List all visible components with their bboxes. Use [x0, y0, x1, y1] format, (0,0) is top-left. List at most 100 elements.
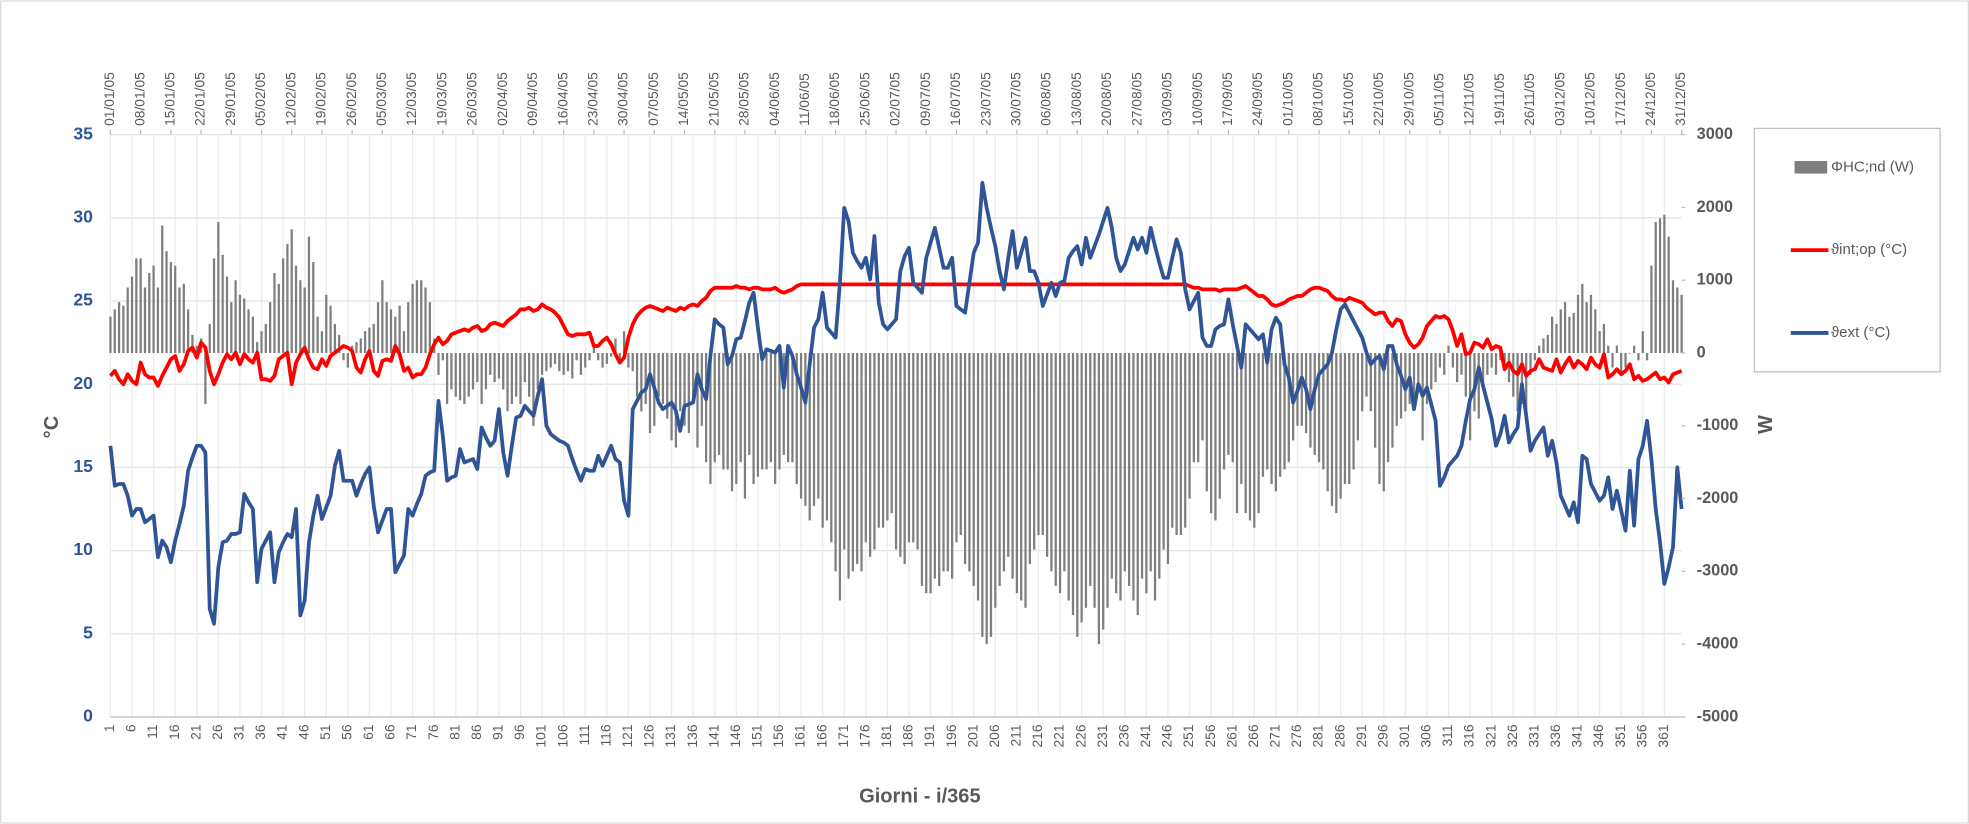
bar	[1106, 353, 1109, 608]
x-tick-label: 26	[210, 724, 225, 740]
bar	[1525, 353, 1528, 419]
bar	[221, 254, 224, 354]
bar	[148, 272, 151, 354]
bar	[527, 353, 531, 397]
bar	[782, 353, 785, 455]
x-tick-label: 196	[944, 724, 959, 747]
x-tick-label: 241	[1138, 724, 1153, 747]
bar	[618, 353, 621, 361]
bar	[161, 225, 164, 354]
bar	[635, 353, 639, 397]
bar	[1045, 353, 1049, 557]
bar	[1279, 353, 1282, 477]
x2-tick-label: 24/09/05	[1250, 72, 1265, 126]
bar	[648, 353, 652, 434]
y2-tick-label: -2000	[1697, 489, 1739, 507]
bar	[515, 353, 518, 397]
bar	[1486, 353, 1489, 375]
bar	[739, 353, 742, 463]
y2-tick-label: 0	[1697, 343, 1706, 361]
bar	[1602, 323, 1606, 354]
bar	[903, 353, 906, 565]
x-tick-label: 166	[814, 724, 829, 747]
bar	[1516, 353, 1519, 412]
bar	[536, 353, 539, 390]
bar	[135, 258, 138, 354]
bar	[989, 353, 993, 637]
bar	[1270, 353, 1273, 485]
x-tick-label: 161	[793, 724, 808, 747]
x-tick-label: 116	[598, 724, 613, 746]
x-tick-label: 91	[491, 724, 506, 739]
bar	[1611, 353, 1614, 368]
bar	[873, 353, 876, 550]
bar	[1412, 353, 1416, 397]
bar	[821, 353, 824, 528]
bar	[1261, 353, 1265, 477]
bar	[1132, 353, 1135, 601]
bar	[614, 338, 617, 354]
bar	[566, 353, 570, 372]
x-tick-label: 31	[232, 724, 247, 739]
legend-box	[1753, 127, 1941, 373]
bar	[916, 353, 919, 550]
bar	[726, 353, 729, 470]
bar	[441, 353, 444, 361]
x2-tick-label: 19/02/05	[314, 72, 329, 126]
bar	[1443, 353, 1446, 375]
bar	[1404, 353, 1407, 412]
bar	[363, 331, 367, 354]
bar	[830, 353, 833, 543]
x2-tick-label: 21/05/05	[706, 72, 721, 126]
bar	[1222, 353, 1226, 470]
bar	[195, 345, 198, 354]
bar	[312, 262, 315, 354]
bar	[307, 236, 311, 354]
bar	[1451, 353, 1454, 368]
bar	[1391, 353, 1394, 448]
bar	[212, 258, 216, 354]
bar	[942, 353, 945, 572]
x-tick-label: 156	[771, 724, 786, 747]
bar	[1361, 353, 1364, 412]
bar	[1529, 353, 1532, 375]
bar	[799, 353, 803, 499]
bar	[704, 353, 708, 463]
bar	[174, 265, 177, 354]
y-tick-label: 10	[73, 539, 93, 559]
bar	[225, 276, 229, 354]
bar	[217, 222, 220, 354]
bar	[713, 353, 716, 463]
bar	[1317, 353, 1321, 463]
bar	[1024, 353, 1027, 608]
bar	[1214, 353, 1217, 521]
bar	[247, 309, 250, 354]
bar	[122, 305, 125, 354]
bar	[929, 353, 932, 594]
x2-tick-label: 01/10/05	[1280, 72, 1295, 126]
x2-tick-label: 16/04/05	[555, 72, 570, 126]
bar	[260, 331, 263, 354]
bar	[178, 287, 181, 354]
bar	[1430, 353, 1433, 390]
bar	[1369, 353, 1372, 412]
x-tick-label: 136	[685, 724, 700, 747]
bar	[281, 258, 285, 354]
bar	[838, 353, 842, 601]
x2-tick-label: 31/12/05	[1673, 72, 1688, 126]
x-tick-label: 186	[901, 724, 916, 747]
x2-tick-label: 22/10/05	[1371, 72, 1386, 126]
x-tick-label: 151	[750, 724, 765, 747]
bar	[860, 353, 863, 572]
bar	[709, 353, 712, 485]
bar	[1680, 294, 1683, 354]
bar	[368, 327, 371, 354]
bar	[1658, 218, 1662, 354]
bar	[938, 353, 941, 586]
y2-tick-label: 2000	[1697, 198, 1733, 216]
x-tick-label: 176	[857, 724, 872, 747]
bar	[1240, 353, 1243, 485]
x2-tick-label: 15/10/05	[1341, 72, 1356, 126]
bar	[407, 302, 410, 354]
bar	[1386, 353, 1390, 463]
